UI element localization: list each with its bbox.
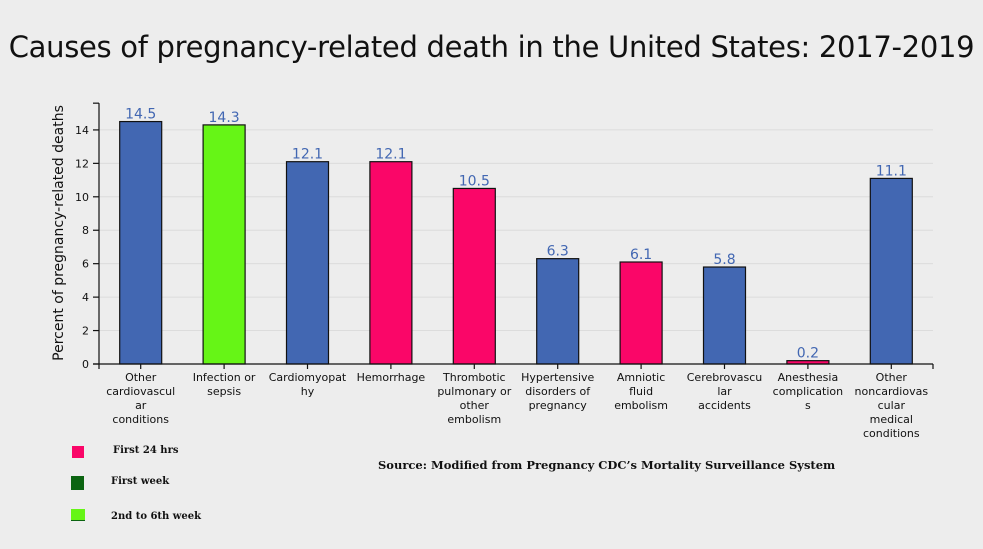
x-tick-label-line: Cardiomyopat	[269, 371, 347, 384]
y-tick-label: 0	[82, 358, 89, 371]
x-tick-label-line: other	[460, 399, 490, 412]
axes	[93, 102, 934, 369]
y-tick-label: 6	[82, 258, 89, 271]
bar	[369, 161, 413, 365]
legend-label: First week	[111, 476, 170, 487]
legend-swatch	[71, 476, 84, 490]
x-tick-label-line: Other	[876, 371, 908, 384]
y-tick-label: 8	[82, 224, 89, 237]
x-tick-label-line: lar	[717, 385, 732, 398]
y-tick-label: 12	[75, 157, 89, 170]
bar	[452, 187, 496, 365]
y-tick-labels: 0 2 4 6 8 10 12 14	[75, 124, 89, 371]
x-tick-label-line: Infection or	[193, 371, 256, 384]
x-tick-label-line: s	[805, 399, 811, 412]
x-tick-label-line: Other	[125, 371, 157, 384]
x-tick-label: Cerebrovascu lar accidents	[687, 371, 763, 412]
data-label: 0.2	[797, 346, 819, 362]
bars	[119, 120, 913, 365]
x-tick-label: Anesthesia complication s	[773, 371, 843, 412]
x-tick-label-line: pulmonary or	[437, 385, 511, 398]
bar	[619, 261, 663, 365]
x-tick-label: Cardiomyopat hy	[269, 371, 347, 398]
x-tick-label-line: fluid	[629, 385, 653, 398]
legend-item-2nd-to-6th-week: 2nd to 6th week	[71, 509, 201, 522]
x-tick-label: Thrombotic pulmonary or other embolism	[437, 371, 511, 426]
x-tick-label: Infection or sepsis	[193, 371, 256, 398]
x-tick-label-line: conditions	[863, 427, 920, 440]
bar	[869, 177, 913, 365]
x-tick-label-line: cardiovascul	[106, 385, 175, 398]
data-label: 6.3	[547, 244, 569, 260]
x-tick-label-line: ar	[135, 399, 147, 412]
x-tick-label-line: accidents	[698, 399, 751, 412]
x-tick-label-line: Hemorrhage	[357, 371, 426, 384]
x-tick-label-line: Anesthesia	[778, 371, 839, 384]
x-tick-label-line: sepsis	[207, 385, 241, 398]
x-tick-label-line: medical	[870, 413, 913, 426]
data-label: 12.1	[375, 147, 406, 163]
legend-label: First 24 hrs	[113, 445, 179, 456]
x-tick-label-line: disorders of	[525, 385, 591, 398]
legend-label: 2nd to 6th week	[111, 511, 202, 522]
bar	[119, 120, 163, 365]
legend-item-first-24-hrs: First 24 hrs	[72, 445, 178, 458]
bar	[285, 161, 330, 365]
x-tick-label-line: Thrombotic	[442, 371, 506, 384]
y-tick-label: 14	[75, 124, 89, 137]
x-tick-label: Other noncardiovas cular medical conditions	[855, 371, 929, 440]
legend-swatch	[71, 509, 85, 521]
bar	[702, 266, 747, 365]
data-labels: 14.5 14.3 12.1 12.1 10.5 6.3 6.1 5.8 0.2 11.1	[125, 107, 907, 362]
y-tick-label: 4	[82, 291, 89, 304]
legend-item-first-week: First week	[71, 476, 169, 490]
x-tick-label-line: noncardiovas	[855, 385, 929, 398]
x-tick-label-line: hy	[301, 385, 315, 398]
x-tick-label: Hemorrhage	[357, 371, 426, 384]
data-label: 6.1	[630, 247, 652, 263]
x-tick-label-line: complication	[773, 385, 843, 398]
x-tick-label-line: embolism	[614, 399, 668, 412]
bar	[202, 124, 246, 365]
x-tick-label-line: conditions	[112, 413, 169, 426]
bar	[536, 258, 580, 365]
y-tick-label: 10	[75, 191, 89, 204]
x-tick-label: Other cardiovascul ar conditions	[106, 371, 175, 426]
legend-swatch	[72, 446, 84, 458]
y-axis-label: Percent of pregnancy-related deaths	[51, 105, 67, 361]
y-tick-label: 2	[82, 325, 89, 338]
x-tick-label-line: pregnancy	[529, 399, 588, 412]
data-label: 10.5	[459, 173, 490, 189]
x-tick-label-line: Amniotic	[617, 371, 665, 384]
x-tick-label: Amniotic fluid embolism	[614, 371, 668, 412]
x-tick-label-line: Hypertensive	[521, 371, 594, 384]
data-label: 14.3	[209, 110, 240, 126]
source-note: Source: Modified from Pregnancy CDC’s Mo…	[378, 458, 836, 472]
data-label: 11.1	[876, 163, 907, 179]
data-label: 14.5	[125, 107, 156, 123]
x-tick-label-line: Cerebrovascu	[687, 371, 763, 384]
x-tick-label-line: embolism	[447, 413, 501, 426]
chart-title: Causes of pregnancy-related death in the…	[8, 30, 975, 64]
data-label: 12.1	[292, 147, 323, 163]
data-label: 5.8	[713, 252, 735, 268]
x-tick-label: Hypertensive disorders of pregnancy	[521, 371, 594, 412]
x-tick-label-line: cular	[878, 399, 906, 412]
